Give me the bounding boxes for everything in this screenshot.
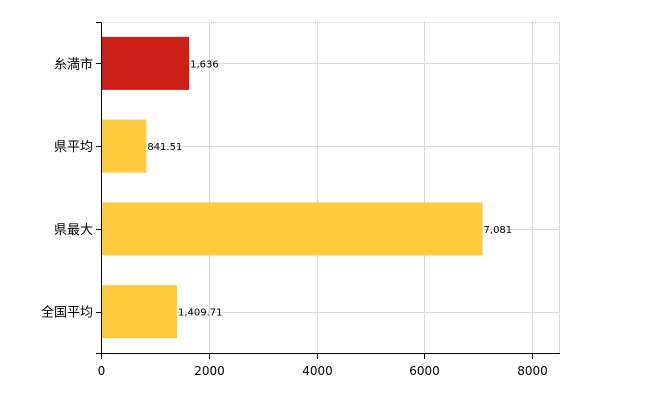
x-tick-label-2000: 2000 bbox=[194, 364, 225, 378]
category-label-1: 県平均 bbox=[54, 140, 93, 155]
bar-1 bbox=[102, 119, 147, 173]
axes bbox=[96, 22, 560, 359]
data-label-0: 1,636 bbox=[190, 59, 219, 70]
category-label-0: 糸満市 bbox=[54, 56, 93, 72]
bar-0 bbox=[102, 36, 190, 90]
data-label-2: 7,081 bbox=[484, 225, 513, 236]
x-tick-label-0: 0 bbox=[98, 364, 106, 378]
x-tick-label-6000: 6000 bbox=[409, 364, 440, 378]
labels: 1,636 糸満市 841.51 県平均 7,081 県最大 1,409.71 全国平均 0 20… bbox=[41, 56, 548, 378]
x-tick-label-8000: 8000 bbox=[517, 364, 548, 378]
bar-3 bbox=[102, 285, 177, 339]
bars bbox=[102, 36, 483, 339]
grid bbox=[101, 22, 560, 353]
category-label-2: 県最大 bbox=[54, 223, 93, 238]
bar-2 bbox=[102, 202, 483, 256]
data-label-1: 841.51 bbox=[147, 142, 182, 153]
data-label-3: 1,409.71 bbox=[178, 308, 223, 319]
x-tick-label-4000: 4000 bbox=[302, 364, 333, 378]
category-label-3: 全国平均 bbox=[41, 305, 93, 321]
